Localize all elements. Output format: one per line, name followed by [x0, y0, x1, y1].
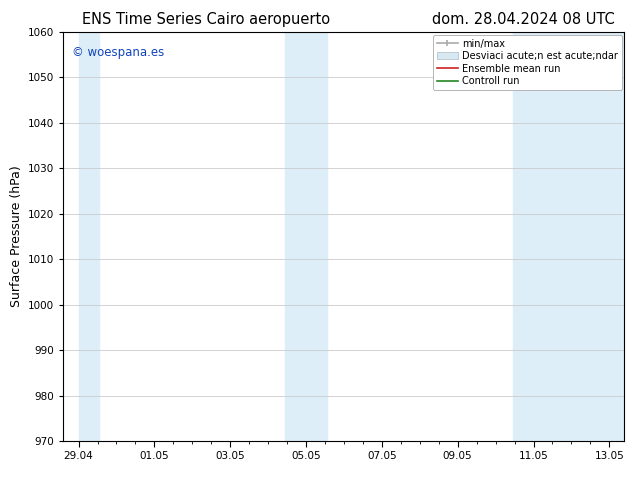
Text: dom. 28.04.2024 08 UTC: dom. 28.04.2024 08 UTC: [432, 12, 615, 27]
Text: ENS Time Series Cairo aeropuerto: ENS Time Series Cairo aeropuerto: [82, 12, 330, 27]
Text: © woespana.es: © woespana.es: [72, 46, 164, 59]
Legend: min/max, Desviaci acute;n est acute;ndar, Ensemble mean run, Controll run: min/max, Desviaci acute;n est acute;ndar…: [432, 35, 621, 90]
Bar: [513, 32, 624, 441]
Bar: [285, 32, 327, 441]
Bar: [79, 32, 100, 441]
Y-axis label: Surface Pressure (hPa): Surface Pressure (hPa): [10, 166, 23, 307]
